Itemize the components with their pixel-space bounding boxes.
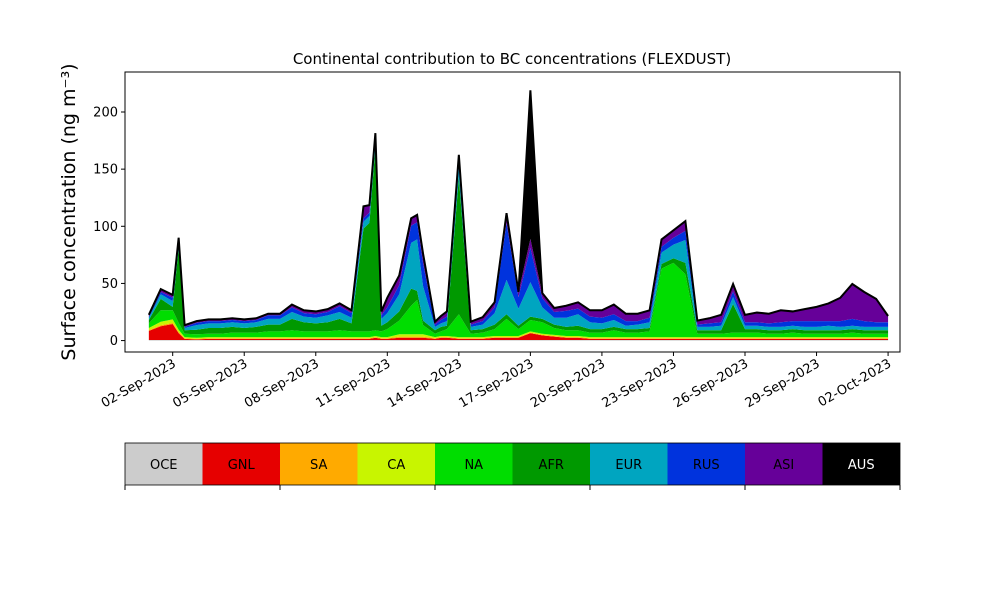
legend-swatch-asi: [745, 443, 823, 485]
y-tick-label: 150: [93, 163, 118, 178]
legend-label-aus: AUS: [848, 458, 875, 473]
plot-area: 0 50 100 150 200 02-Sep-202305-Sep-202308-Sep…: [93, 71, 901, 411]
chart-title: Continental contribution to BC concentra…: [293, 50, 731, 68]
plot-frame: [124, 71, 901, 353]
legend-swatch-afr: [512, 443, 590, 485]
x-tick-label: 05-Sep-2023: [170, 356, 250, 411]
y-tick-label: 100: [93, 220, 118, 235]
legend-label-gnl: GNL: [228, 458, 256, 473]
area-series-oce: [148, 340, 889, 341]
x-tick-label: 02-Oct-2023: [816, 356, 894, 410]
legend-label-na: NA: [464, 458, 483, 473]
legend-swatch-na: [435, 443, 513, 485]
y-tick-label: 0: [110, 334, 118, 349]
legend-label-rus: RUS: [693, 458, 720, 473]
x-tick-label: 02-Sep-2023: [99, 356, 179, 411]
y-axis-label: Surface concentration (ng m⁻³): [58, 63, 80, 360]
y-tick-label: 50: [101, 277, 118, 292]
y-tick-label: 200: [93, 106, 118, 121]
x-tick-label: 08-Sep-2023: [242, 356, 322, 411]
x-tick-label: 26-Sep-2023: [671, 356, 751, 411]
legend-swatch-oce: [125, 443, 203, 485]
legend-colorbar: OCE GNL SA CA NA AFR EUR RUS ASI AUS: [124, 442, 901, 490]
legend-label-asi: ASI: [773, 458, 794, 473]
legend-label-sa: SA: [310, 458, 327, 473]
x-tick-label: 20-Sep-2023: [528, 356, 608, 411]
legend-frame: [124, 442, 901, 486]
x-tick-label: 29-Sep-2023: [743, 356, 823, 411]
x-tick-label: 17-Sep-2023: [457, 356, 537, 411]
legend-swatch-rus: [667, 443, 745, 485]
legend-label-oce: OCE: [150, 458, 178, 473]
area-series-rus: [148, 137, 889, 328]
legend-swatch-eur: [590, 443, 668, 485]
legend-swatch-aus: [822, 443, 900, 485]
x-tick-label: 23-Sep-2023: [600, 356, 680, 411]
x-tick-label: 14-Sep-2023: [385, 356, 465, 411]
legend-swatch-gnl: [202, 443, 280, 485]
legend-label-ca: CA: [387, 458, 405, 473]
legend-label-eur: EUR: [615, 458, 642, 473]
total-outline: [147, 90, 889, 327]
legend-swatch-sa: [280, 443, 358, 485]
legend-swatch-ca: [357, 443, 435, 485]
x-tick-label: 11-Sep-2023: [313, 356, 393, 411]
legend-label-afr: AFR: [539, 458, 564, 473]
